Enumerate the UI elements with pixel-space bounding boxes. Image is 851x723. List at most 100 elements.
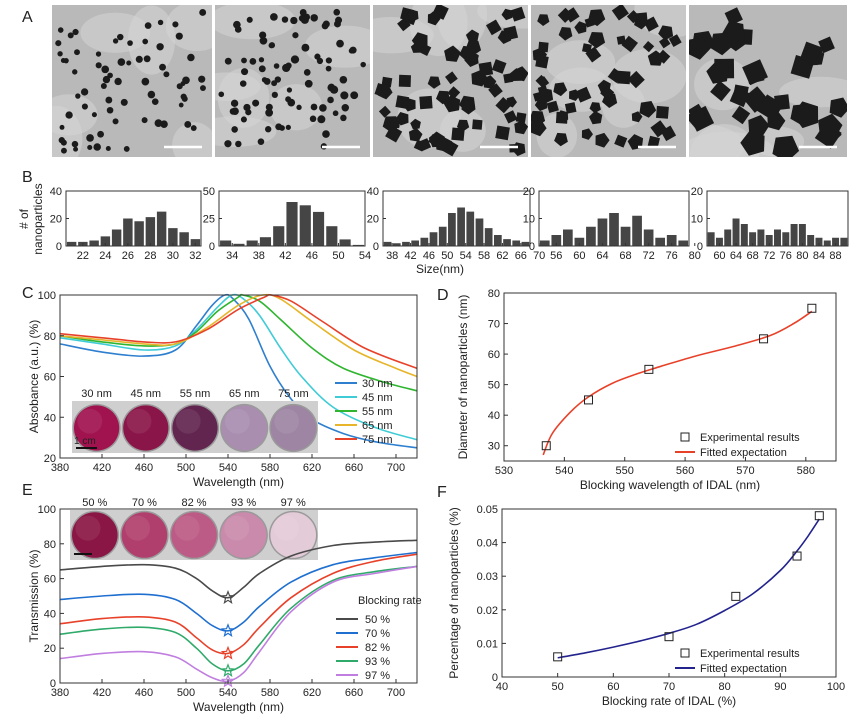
well-highlight bbox=[175, 408, 201, 434]
histogram-bar bbox=[145, 217, 156, 246]
tem-particle bbox=[408, 128, 423, 142]
c-xlabel: Wavelength (nm) bbox=[193, 475, 284, 489]
tem-particle bbox=[120, 98, 128, 106]
c-xtick-label: 660 bbox=[345, 462, 363, 474]
histogram-bar bbox=[233, 243, 245, 246]
tem-particle bbox=[290, 55, 300, 64]
histogram-bar bbox=[597, 218, 608, 246]
histogram-bar bbox=[807, 235, 815, 246]
tem-particle bbox=[327, 96, 334, 104]
tem-particle bbox=[348, 48, 355, 54]
panel-label-f: F bbox=[437, 484, 447, 501]
histogram-bar bbox=[765, 235, 773, 246]
histogram-bar bbox=[774, 229, 781, 246]
histogram-bar bbox=[448, 213, 456, 246]
histogram-bar bbox=[111, 229, 122, 246]
tem-particle bbox=[156, 43, 164, 51]
well-highlight bbox=[77, 408, 103, 434]
tem-particle bbox=[97, 130, 104, 138]
tem-particle bbox=[258, 57, 265, 63]
tem-particle bbox=[595, 132, 610, 148]
well-highlight bbox=[274, 408, 300, 434]
tem-particle bbox=[163, 71, 170, 78]
hist-xtick-label: 34 bbox=[226, 250, 238, 262]
well-label: 65 nm bbox=[229, 388, 260, 400]
hist-xtick-label: 30 bbox=[167, 250, 179, 262]
histogram-bar bbox=[512, 240, 521, 246]
tem-particle bbox=[112, 38, 119, 44]
hist-xtick-label: 84 bbox=[813, 250, 825, 262]
d-xtick-label: 560 bbox=[676, 465, 694, 477]
tem-particle bbox=[126, 60, 132, 66]
hist-xtick-label: 80 bbox=[689, 250, 701, 262]
tem-particle bbox=[410, 118, 421, 130]
hist-xtick-label: 68 bbox=[619, 250, 631, 262]
tem-film bbox=[80, 12, 151, 53]
d-xtick-label: 550 bbox=[616, 465, 634, 477]
hist-ytick-label: 20 bbox=[691, 186, 703, 198]
f-ytick-label: 0.04 bbox=[477, 538, 498, 550]
tem-particle bbox=[444, 45, 461, 62]
tem-particle bbox=[325, 65, 332, 72]
histogram-bar bbox=[220, 240, 232, 246]
tem-particle bbox=[141, 77, 150, 86]
e-ytick-label: 80 bbox=[44, 539, 56, 551]
tem-particle bbox=[656, 49, 671, 64]
minimum-star-marker bbox=[220, 590, 236, 604]
histogram-bar bbox=[312, 211, 325, 246]
tem-particle bbox=[340, 91, 349, 100]
legend-label: 82 % bbox=[365, 642, 390, 654]
well bbox=[74, 405, 120, 451]
histogram-bar bbox=[521, 241, 530, 246]
f-ytick-label: 0.03 bbox=[477, 571, 498, 583]
hist-xtick-label: 62 bbox=[496, 250, 508, 262]
tem-particle bbox=[531, 119, 547, 137]
histogram-bar bbox=[466, 211, 475, 246]
tem-particle bbox=[309, 115, 317, 123]
tem-film bbox=[689, 123, 745, 157]
tem-particle bbox=[668, 34, 682, 47]
tem-particle bbox=[252, 99, 260, 107]
histogram-bar bbox=[339, 239, 351, 246]
hist-xtick-label: 72 bbox=[763, 250, 775, 262]
d-frame bbox=[503, 292, 837, 462]
panel-label-e: E bbox=[22, 482, 33, 499]
tem-particle bbox=[330, 85, 339, 94]
tem-particle bbox=[86, 134, 94, 142]
d-xlabel: Blocking wavelength of IDAL (nm) bbox=[580, 478, 760, 492]
tem-particle bbox=[271, 80, 278, 87]
tem-image bbox=[215, 5, 370, 157]
f-xtick-label: 70 bbox=[663, 681, 675, 693]
hist-ytick-label: 40 bbox=[50, 186, 62, 198]
tem-particle bbox=[406, 9, 419, 22]
tem-particle bbox=[377, 84, 393, 100]
tem-particle bbox=[729, 87, 750, 108]
d-xtick-label: 530 bbox=[495, 465, 513, 477]
well-highlight bbox=[273, 515, 299, 541]
d-ytick-label: 60 bbox=[488, 349, 500, 361]
d-xtick-label: 540 bbox=[555, 465, 573, 477]
tem-film bbox=[304, 25, 370, 68]
hist-xtick-label: 46 bbox=[423, 250, 435, 262]
c-xtick-label: 380 bbox=[51, 462, 69, 474]
tem-particle bbox=[271, 91, 278, 99]
fit-line bbox=[557, 518, 820, 659]
histogram-bar bbox=[383, 241, 392, 246]
tem-particle bbox=[71, 140, 79, 148]
transmission-line bbox=[59, 565, 418, 683]
tem-particle bbox=[157, 19, 164, 26]
hist-xtick-label: 42 bbox=[279, 250, 291, 262]
panel-f-percentage-chart: Experimental results Fitted expectation 40… bbox=[447, 504, 845, 708]
e-xtick-label: 620 bbox=[303, 687, 321, 699]
well bbox=[221, 405, 267, 451]
absorbance-line bbox=[59, 293, 418, 370]
tem-particle bbox=[151, 98, 159, 105]
tem-particle bbox=[142, 38, 149, 45]
histogram-bar bbox=[840, 237, 848, 246]
well-highlight bbox=[75, 515, 101, 541]
histogram-bar bbox=[798, 224, 806, 246]
transmission-line bbox=[59, 565, 418, 672]
minimum-star-marker bbox=[220, 673, 236, 688]
tem-particle bbox=[286, 87, 293, 93]
